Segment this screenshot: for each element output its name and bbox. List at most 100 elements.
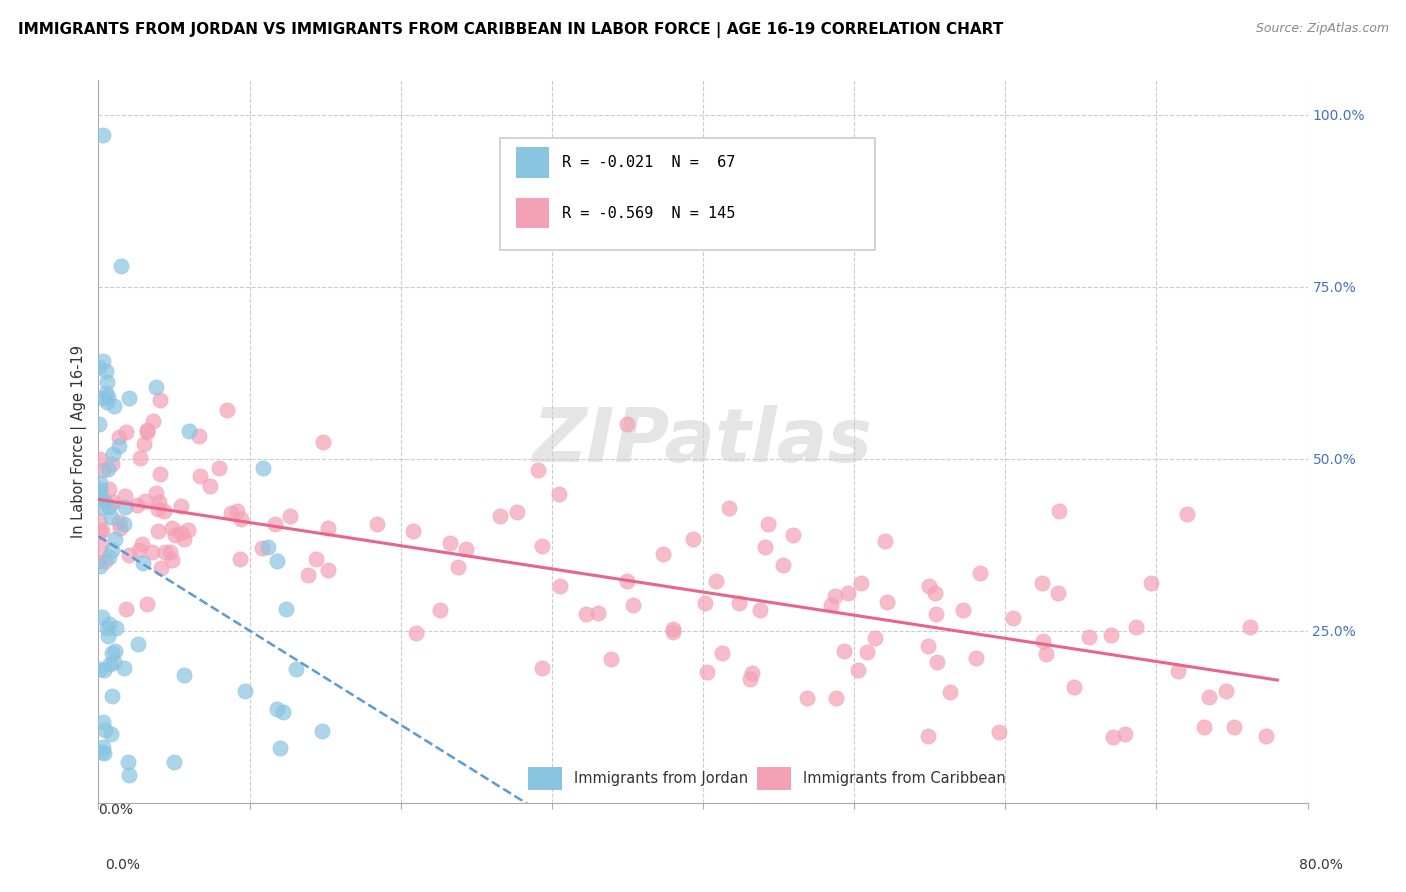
Point xyxy=(131,537,153,551)
Point xyxy=(274,601,297,615)
Point xyxy=(134,437,156,451)
Point xyxy=(100,458,122,472)
Point xyxy=(252,460,274,475)
Point xyxy=(1114,726,1136,740)
Point xyxy=(93,746,115,760)
Point xyxy=(101,542,124,557)
Point xyxy=(90,523,112,537)
Point xyxy=(662,624,685,639)
Point xyxy=(278,508,301,523)
Point xyxy=(1035,647,1057,661)
Point xyxy=(1192,720,1215,734)
Point xyxy=(402,524,425,538)
Point xyxy=(1167,664,1189,678)
Point xyxy=(717,500,740,515)
Point xyxy=(114,489,136,503)
Point xyxy=(1077,631,1099,645)
Point xyxy=(91,391,114,405)
Point xyxy=(229,552,252,566)
Point xyxy=(297,568,319,582)
Point xyxy=(87,514,110,528)
Point xyxy=(135,423,157,437)
Point xyxy=(118,768,141,782)
Text: R = -0.569  N = 145: R = -0.569 N = 145 xyxy=(561,206,735,220)
Point xyxy=(91,128,114,143)
Point xyxy=(1101,730,1123,744)
Point xyxy=(439,536,461,550)
Point xyxy=(148,495,170,509)
Point xyxy=(173,668,195,682)
Point xyxy=(173,532,195,546)
Point xyxy=(146,501,169,516)
Point xyxy=(548,579,571,593)
Point xyxy=(89,489,111,503)
Point xyxy=(87,483,110,498)
Point xyxy=(849,575,872,590)
Point xyxy=(91,463,114,477)
Point xyxy=(97,549,120,564)
Point xyxy=(188,429,211,443)
Point xyxy=(179,424,201,438)
Point xyxy=(89,559,111,574)
Point xyxy=(135,597,157,611)
Point xyxy=(837,586,859,600)
Point xyxy=(94,554,117,568)
Point xyxy=(163,755,186,769)
Point xyxy=(87,417,110,431)
Point xyxy=(150,560,173,574)
Point xyxy=(305,552,328,566)
Point xyxy=(101,447,124,461)
Point xyxy=(925,655,948,669)
Point xyxy=(285,661,308,675)
Point xyxy=(924,607,946,621)
Point xyxy=(148,524,170,539)
Point xyxy=(153,545,176,559)
Point xyxy=(141,545,163,559)
Point xyxy=(1215,684,1237,698)
Point xyxy=(1047,504,1070,518)
Point xyxy=(97,629,120,643)
Point xyxy=(263,516,285,531)
Point xyxy=(90,537,112,551)
Text: 0.0%: 0.0% xyxy=(98,803,134,817)
Point xyxy=(312,434,335,449)
Point xyxy=(89,476,111,491)
Point xyxy=(97,483,120,497)
Point xyxy=(682,533,704,547)
Point xyxy=(145,486,167,500)
Point xyxy=(115,425,138,439)
FancyBboxPatch shape xyxy=(501,138,875,250)
FancyBboxPatch shape xyxy=(527,767,561,789)
Point xyxy=(97,461,120,475)
Point xyxy=(1047,586,1070,600)
Point xyxy=(488,509,510,524)
Point xyxy=(924,586,946,600)
Point xyxy=(98,657,121,672)
FancyBboxPatch shape xyxy=(758,767,792,789)
Point xyxy=(110,259,132,273)
Point xyxy=(107,439,129,453)
Point xyxy=(152,504,174,518)
Point xyxy=(250,541,273,555)
Point xyxy=(266,701,288,715)
Point xyxy=(855,644,877,658)
Point xyxy=(728,596,751,610)
Point xyxy=(162,553,184,567)
Point xyxy=(952,603,974,617)
Point xyxy=(104,532,127,546)
Point xyxy=(875,534,897,549)
Point xyxy=(235,684,257,698)
Point xyxy=(89,360,111,375)
Point xyxy=(652,548,675,562)
Point xyxy=(103,495,125,509)
Point xyxy=(820,598,842,612)
Point xyxy=(366,516,388,531)
Point xyxy=(93,495,115,509)
Point xyxy=(159,545,181,559)
Point xyxy=(917,639,939,653)
Point xyxy=(103,399,125,413)
Point xyxy=(89,452,111,467)
Point xyxy=(90,491,112,505)
Point xyxy=(89,554,111,568)
Point xyxy=(91,354,114,368)
